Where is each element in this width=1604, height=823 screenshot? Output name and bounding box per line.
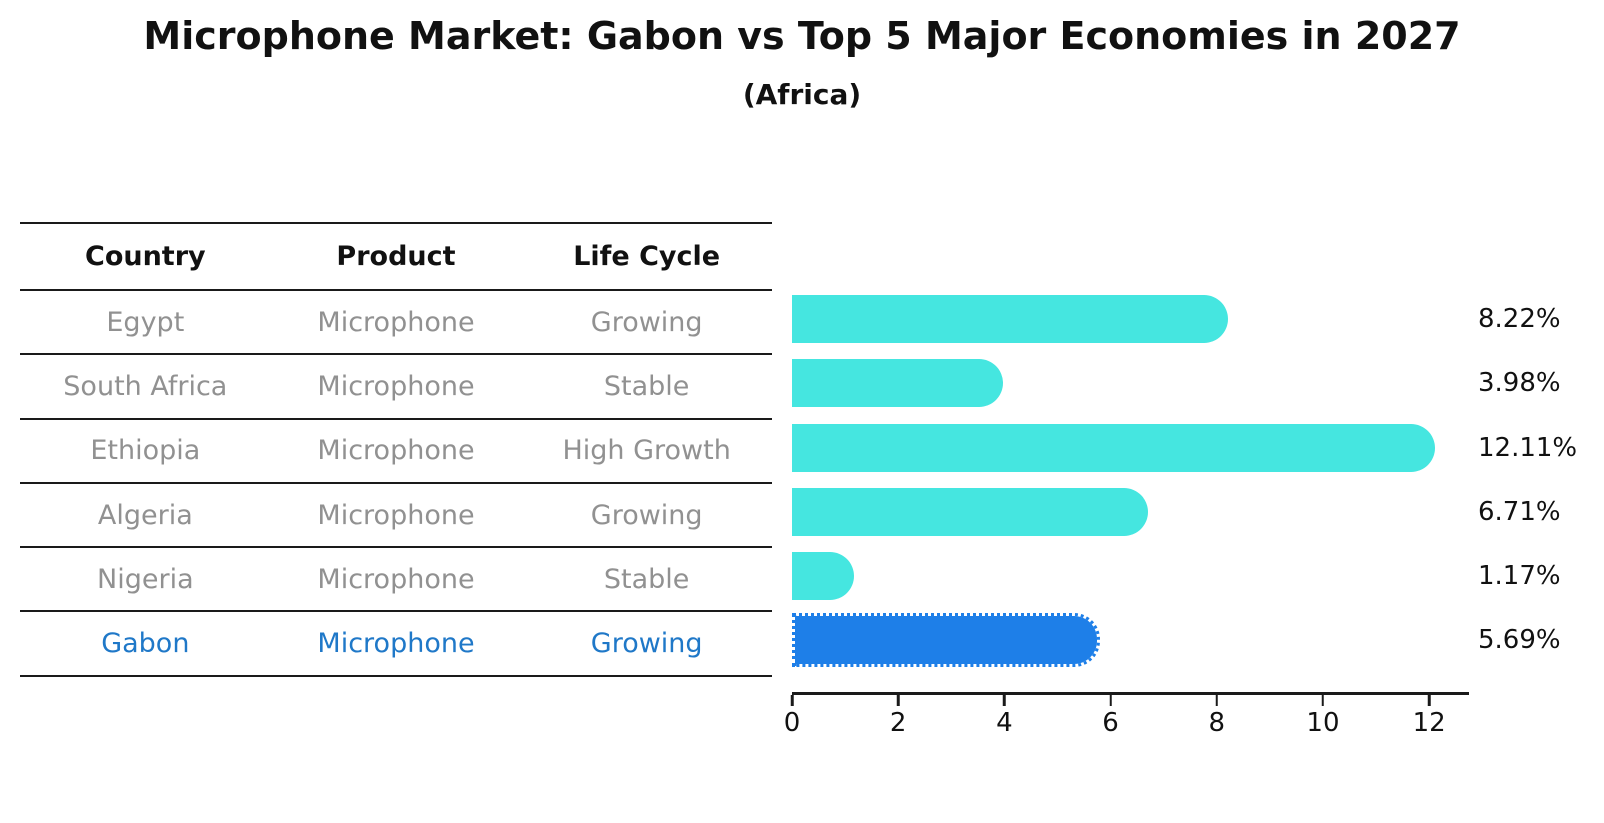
axis-tick-10 xyxy=(1321,695,1325,706)
axis-tick-6 xyxy=(1109,695,1112,706)
table-header-row: Country Product Life Cycle xyxy=(20,224,772,291)
value-label-ethiopia: 12.11% xyxy=(1478,432,1578,463)
lifecycle-cell: Growing xyxy=(590,306,703,338)
axis-tick-label-8: 8 xyxy=(1208,708,1226,738)
product-cell: Microphone xyxy=(317,628,475,660)
header-country: Country xyxy=(85,241,206,272)
product-cell: Microphone xyxy=(317,499,475,531)
country-cell: South Africa xyxy=(63,370,228,402)
lifecycle-cell: Growing xyxy=(590,628,703,660)
bar-algeria xyxy=(792,487,1149,536)
country-table: Country Product Life Cycle Egypt Micropho… xyxy=(20,222,772,677)
header-product: Product xyxy=(336,241,456,272)
value-label-south-africa: 3.98% xyxy=(1478,368,1561,399)
bar-row-ethiopia: 12.11% xyxy=(792,416,1604,480)
axis-tick-label-10: 10 xyxy=(1306,708,1340,738)
country-cell: Gabon xyxy=(101,628,190,660)
x-axis: 0 2 4 6 8 10 12 xyxy=(784,692,1604,752)
axis-tick-12 xyxy=(1427,695,1431,706)
lifecycle-cell: Growing xyxy=(590,499,703,531)
chart-title: Microphone Market: Gabon vs Top 5 Major … xyxy=(143,14,1461,58)
bar-south-africa xyxy=(792,359,1004,408)
bar-ethiopia xyxy=(792,423,1436,472)
value-label-gabon: 5.69% xyxy=(1478,625,1561,656)
bar-egypt xyxy=(792,295,1229,343)
value-label-nigeria: 1.17% xyxy=(1478,561,1561,592)
bar-row-algeria: 6.71% xyxy=(792,480,1604,544)
x-axis-line xyxy=(792,692,1469,695)
axis-tick-label-0: 0 xyxy=(783,708,801,738)
product-cell: Microphone xyxy=(317,370,475,402)
highlight-bar-gabon xyxy=(792,613,1101,668)
bar-row-gabon: 5.69% xyxy=(792,608,1604,672)
bar-row-egypt: 8.22% xyxy=(792,287,1604,351)
table-row-algeria: Algeria Microphone Growing xyxy=(20,484,772,549)
header-life-cycle: Life Cycle xyxy=(573,241,721,272)
country-cell: Egypt xyxy=(106,306,185,338)
product-cell: Microphone xyxy=(317,435,475,467)
table-row-gabon: Gabon Microphone Growing xyxy=(20,612,772,677)
lifecycle-cell: Stable xyxy=(603,563,690,595)
table-row-south-africa: South Africa Microphone Stable xyxy=(20,355,772,420)
table-body: Egypt Microphone Growing South Africa Microp… xyxy=(20,291,772,677)
table-row-nigeria: Nigeria Microphone Stable xyxy=(20,548,772,613)
bar-chart-area: 8.22% 3.98% 12.11% 6.71% 1.17% 5.69% xyxy=(792,287,1604,673)
product-cell: Microphone xyxy=(317,306,475,338)
lifecycle-cell: High Growth xyxy=(562,435,731,467)
axis-tick-label-2: 2 xyxy=(889,708,907,738)
axis-tick-8 xyxy=(1215,695,1219,706)
axis-tick-0 xyxy=(790,695,794,706)
bar-nigeria xyxy=(792,552,855,601)
chart-subtitle: (Africa) xyxy=(742,78,862,111)
country-cell: Nigeria xyxy=(97,563,194,595)
axis-tick-label-6: 6 xyxy=(1102,708,1119,738)
product-cell: Microphone xyxy=(317,563,475,595)
axis-tick-label-4: 4 xyxy=(996,708,1013,738)
table-row-egypt: Egypt Microphone Growing xyxy=(20,291,772,356)
table-row-ethiopia: Ethiopia Microphone High Growth xyxy=(20,420,772,484)
lifecycle-cell: Stable xyxy=(603,370,690,402)
bar-row-nigeria: 1.17% xyxy=(792,544,1604,608)
axis-tick-2 xyxy=(896,695,900,706)
bar-row-south-africa: 3.98% xyxy=(792,351,1604,415)
value-label-algeria: 6.71% xyxy=(1478,496,1561,527)
axis-tick-label-12: 12 xyxy=(1412,708,1446,738)
axis-tick-4 xyxy=(1003,695,1006,706)
value-label-egypt: 8.22% xyxy=(1478,304,1561,334)
country-cell: Ethiopia xyxy=(90,435,201,467)
country-cell: Algeria xyxy=(97,499,193,531)
